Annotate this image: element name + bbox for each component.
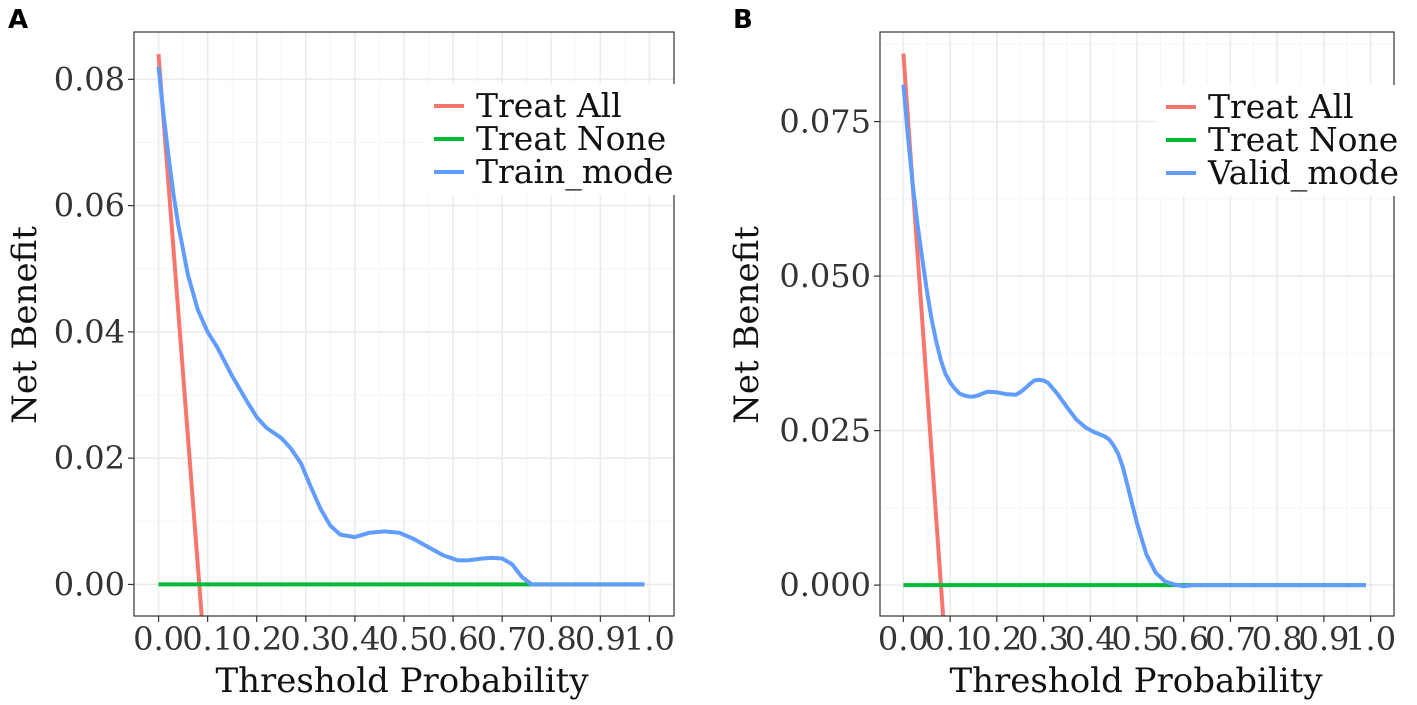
x-tick-label: 0.2 [971, 620, 1022, 658]
x-tick-label: 0.9 [1298, 620, 1349, 658]
y-tick-label: 0.000 [779, 566, 871, 604]
x-tick-label: 0.2 [231, 620, 282, 658]
y-tick-label: 0.050 [779, 257, 871, 295]
panel-a-x-axis: 0.00.10.20.30.40.50.60.70.80.91.0 [133, 616, 675, 658]
y-tick-label: 0.025 [779, 412, 871, 450]
legend-background [424, 84, 679, 195]
x-tick-label: 0.1 [925, 620, 976, 658]
legend-label: Treat None [476, 119, 666, 158]
legend-background [1156, 85, 1411, 196]
x-tick-label: 0.1 [182, 620, 233, 658]
panel-a-y-axis-title: Net Benefit [5, 226, 45, 424]
x-tick-label: 0.5 [379, 620, 430, 658]
panel-b-series [901, 53, 1366, 616]
panel-a-y-axis: 0.00 0.02 0.04 0.06 0.08 [54, 60, 134, 603]
x-tick-label: 1.0 [624, 620, 675, 658]
panel-a-label: A [8, 5, 28, 35]
legend-label: Treat All [1208, 87, 1354, 126]
x-tick-label: 0.4 [329, 620, 380, 658]
x-tick-label: 0.8 [1252, 620, 1303, 658]
x-tick-label: 0.3 [280, 620, 331, 658]
x-tick-label: 0.8 [526, 620, 577, 658]
legend-label: Treat All [476, 86, 622, 125]
x-tick-label: 0.7 [1205, 620, 1256, 658]
x-tick-label: 1.0 [1345, 620, 1396, 658]
legend-label: Treat None [1208, 120, 1398, 159]
x-tick-label: 0.0 [878, 620, 929, 658]
y-tick-label: 0.00 [54, 565, 125, 603]
x-tick-label: 0.9 [575, 620, 626, 658]
y-tick-label: 0.08 [54, 60, 125, 98]
panel-b-x-axis: 0.00.10.20.30.40.50.60.70.80.91.0 [878, 616, 1396, 658]
x-tick-label: 0.7 [477, 620, 528, 658]
panel-b-y-axis-title: Net Benefit [727, 226, 767, 424]
x-tick-label: 0.5 [1112, 620, 1163, 658]
x-tick-label: 0.6 [428, 620, 479, 658]
y-tick-label: 0.075 [779, 103, 871, 141]
y-tick-label: 0.04 [54, 313, 125, 351]
panel-a: A 0.000.020.040.060.08 0.00.10.20.30.40.… [5, 5, 679, 701]
legend-label: Train_mode [476, 152, 674, 192]
x-tick-label: 0.6 [1158, 620, 1209, 658]
series-line-train-mode [156, 66, 645, 587]
y-tick-label: 0.02 [54, 439, 125, 477]
legend-label: Valid_mode [1207, 153, 1399, 193]
panel-a-series [156, 53, 645, 616]
y-tick-label: 0.06 [54, 187, 125, 225]
series-line-valid-mode [901, 84, 1366, 589]
panel-b-y-axis: 0.000 0.025 0.050 0.075 [779, 103, 880, 604]
panel-b-label: B [733, 5, 753, 35]
panel-b-x-axis-title: Threshold Probability [949, 661, 1323, 701]
x-tick-label: 0.0 [133, 620, 184, 658]
panel-a-x-axis-title: Threshold Probability [215, 661, 589, 701]
x-tick-label: 0.3 [1018, 620, 1069, 658]
x-tick-label: 0.4 [1065, 620, 1116, 658]
